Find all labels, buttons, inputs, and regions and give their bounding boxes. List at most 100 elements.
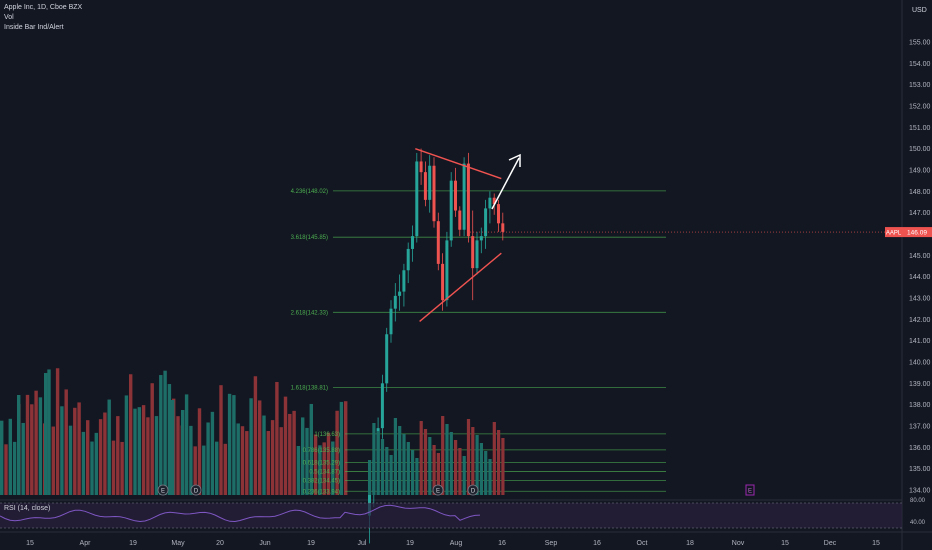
volume-bar: [0, 420, 4, 495]
symbol-tag: AAPL: [886, 231, 902, 237]
volume-bar: [436, 453, 440, 495]
volume-bar: [488, 459, 492, 495]
volume-bar: [64, 389, 68, 495]
fib-level-label: 0.382(134.45): [303, 478, 340, 484]
fib-level-label: 2.618(142.33): [291, 310, 328, 316]
indicator-label[interactable]: Inside Bar Ind/Alert: [4, 24, 64, 31]
rsi-axis-label: 80.00: [910, 498, 926, 504]
fib-level-label: 0.236(133.94): [303, 489, 340, 495]
candle-body: [471, 236, 475, 269]
time-tick-label: Aug: [450, 540, 463, 547]
volume-bar: [107, 399, 111, 495]
event-marker-circle: [467, 484, 479, 496]
symbol-title[interactable]: Apple Inc, 1D, Cboe BZX: [4, 4, 83, 11]
volume-bar: [479, 443, 483, 495]
volume-bar: [90, 441, 94, 495]
volume-bar: [372, 423, 376, 495]
volume-bar: [326, 432, 331, 495]
volume-bar: [86, 420, 90, 495]
volume-bar: [154, 416, 159, 495]
volume-bar: [492, 422, 496, 495]
time-tick-label: 15: [26, 540, 34, 547]
volume-bar: [8, 418, 12, 495]
candle-body: [475, 240, 479, 269]
fib-level-label: 0.786(135.88): [303, 448, 340, 454]
rsi-line: [0, 504, 481, 523]
volume-bar: [51, 426, 55, 495]
volume-bar: [441, 416, 445, 495]
volume-bar: [262, 415, 266, 495]
price-tick-label: 140.00: [909, 360, 931, 367]
candle-body: [393, 295, 397, 309]
volume-bar: [133, 408, 137, 495]
volume-bar: [331, 441, 335, 495]
volume-bar: [292, 410, 296, 495]
candle-body: [423, 172, 427, 200]
volume-bar: [150, 383, 154, 495]
chart-legend: Apple Inc, 1D, Cboe BZX Vol Inside Bar I…: [4, 3, 82, 33]
candle-body: [380, 383, 384, 429]
price-tick-label: 137.00: [909, 424, 931, 431]
price-tick-label: 138.00: [909, 402, 931, 409]
price-tick-label: 143.00: [909, 296, 931, 303]
volume-bar: [215, 441, 219, 495]
time-tick-label: 18: [686, 540, 694, 547]
volume-bar: [458, 448, 462, 495]
time-tick-label: 16: [498, 540, 506, 547]
candle-body: [441, 263, 445, 301]
volume-bar: [339, 401, 344, 495]
volume-bar: [380, 439, 385, 495]
volume-bar: [55, 368, 60, 495]
volume-bar: [245, 431, 249, 495]
fib-level-label: 3.618(145.85): [291, 235, 328, 241]
time-tick-label: Jun: [259, 540, 270, 547]
price-tick-label: 141.00: [909, 338, 931, 345]
candle-body: [445, 240, 449, 301]
volume-bar: [47, 369, 51, 495]
volume-bar: [406, 442, 410, 495]
volume-bar: [385, 447, 389, 495]
arrow-head: [508, 153, 521, 167]
volume-bar: [25, 394, 30, 495]
volume-bar: [181, 410, 185, 495]
volume-bar: [219, 385, 223, 495]
volume-bar: [449, 432, 453, 495]
fib-level-label: 1(136.63): [314, 432, 340, 438]
time-tick-label: 15: [872, 540, 880, 547]
volume-bar: [275, 381, 279, 495]
volume-bar: [253, 376, 258, 495]
event-marker-label: E: [436, 489, 440, 495]
price-tick-label: 151.00: [909, 125, 931, 132]
volume-bar: [305, 427, 309, 495]
rsi-axis-label: 40.00: [910, 520, 926, 526]
price-tick-label: 154.00: [909, 61, 931, 68]
volume-bar: [81, 431, 86, 495]
candle-body: [484, 208, 488, 237]
volume-bar: [116, 416, 120, 495]
volume-bar: [344, 401, 348, 495]
time-tick-label: Oct: [637, 540, 648, 547]
volume-bar: [411, 450, 415, 495]
price-tick-label: 134.00: [909, 488, 931, 495]
event-marker-label: E: [161, 489, 165, 495]
volume-bar: [258, 400, 262, 495]
volume-histogram: [0, 368, 348, 495]
volume-bar: [484, 451, 488, 495]
rsi-title[interactable]: RSI (14, close): [4, 505, 51, 512]
volume-bar: [398, 426, 402, 495]
candle-body: [389, 308, 393, 335]
volume-bar: [77, 402, 81, 495]
price-tick-label: 136.00: [909, 445, 931, 452]
volume-bar: [393, 418, 397, 495]
volume-bar: [249, 398, 253, 495]
volume-bar: [176, 416, 180, 495]
volume-bar: [296, 446, 301, 495]
candle-body: [432, 165, 436, 222]
volume-label[interactable]: Vol: [4, 14, 14, 21]
time-tick-label: 19: [406, 540, 414, 547]
candle-body: [415, 161, 419, 237]
event-marker-label: E: [748, 489, 752, 495]
candle-body: [419, 161, 423, 173]
volume-bar: [21, 422, 25, 495]
